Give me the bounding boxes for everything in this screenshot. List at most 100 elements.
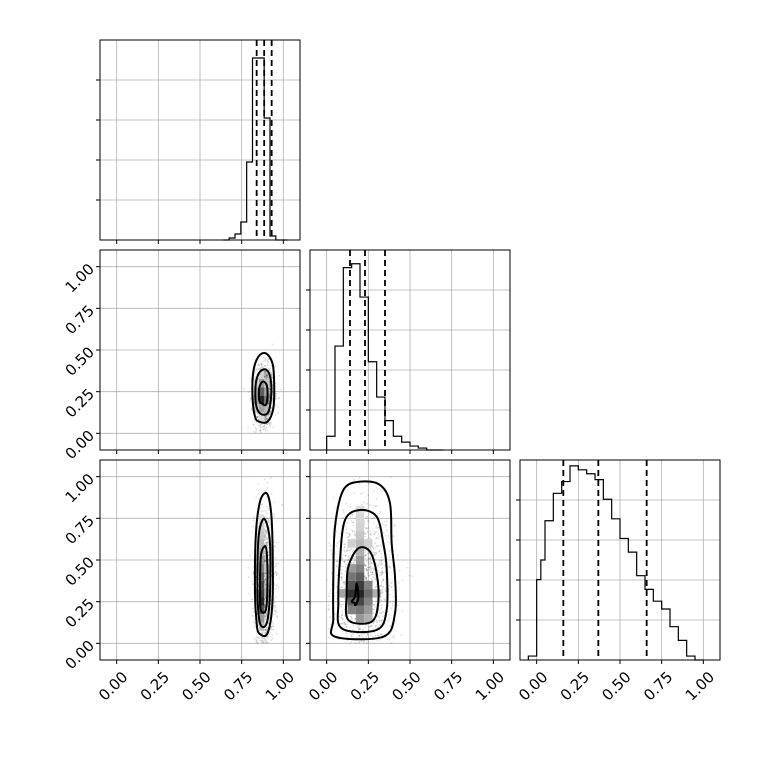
sample-point — [367, 574, 370, 577]
sample-point — [259, 425, 262, 428]
sample-point — [353, 478, 355, 481]
sample-point — [363, 501, 365, 504]
sample-point — [369, 560, 372, 563]
sample-point — [349, 534, 352, 537]
sample-point — [349, 548, 352, 551]
sample-point — [374, 586, 377, 589]
sample-point — [256, 641, 259, 644]
sample-point — [264, 552, 266, 555]
density-cell — [355, 597, 365, 606]
sample-point — [376, 639, 379, 642]
sample-point — [340, 603, 343, 606]
sample-point — [261, 641, 264, 644]
sample-point — [264, 418, 266, 420]
sample-point — [259, 639, 262, 642]
sample-point — [393, 524, 395, 526]
sample-point — [384, 599, 387, 602]
sample-point — [346, 548, 349, 551]
sample-point — [370, 547, 372, 550]
sample-point — [264, 561, 266, 564]
sample-point — [256, 416, 259, 418]
sample-point — [375, 526, 378, 529]
sample-point — [340, 616, 343, 619]
sample-point — [375, 621, 378, 624]
density-cell — [364, 597, 373, 606]
density-cell — [355, 605, 365, 615]
sample-point — [273, 515, 275, 518]
sample-point — [265, 415, 268, 418]
sample-point — [341, 618, 344, 621]
sample-point — [375, 497, 378, 500]
sample-point — [253, 624, 256, 627]
sample-point — [352, 633, 354, 636]
y-tick-label: 0.75 — [62, 512, 98, 548]
sample-point — [269, 368, 271, 370]
sample-point — [264, 556, 267, 559]
sample-point — [369, 537, 372, 540]
sample-point — [260, 423, 263, 426]
sample-point — [377, 634, 380, 637]
sample-point — [381, 589, 383, 592]
sample-point — [264, 641, 267, 644]
sample-point — [252, 607, 254, 610]
sample-point — [263, 556, 266, 559]
sample-point — [269, 371, 272, 374]
sample-point — [363, 549, 366, 552]
sample-point — [345, 532, 347, 534]
density-cell — [355, 589, 365, 598]
sample-point — [343, 560, 346, 563]
sample-point — [364, 564, 366, 567]
sample-point — [340, 577, 343, 580]
sample-point — [365, 564, 367, 567]
sample-point — [371, 571, 374, 574]
sample-point — [335, 530, 338, 533]
sample-point — [366, 568, 369, 571]
sample-point — [264, 530, 267, 532]
sample-point — [253, 430, 255, 433]
sample-point — [263, 557, 266, 560]
sample-point — [345, 623, 348, 626]
sample-point — [262, 428, 265, 430]
sample-point — [380, 583, 382, 586]
density-cell — [355, 572, 365, 581]
sample-point — [370, 625, 372, 627]
x-tick-label: 0.50 — [178, 668, 214, 704]
sample-point — [257, 363, 260, 366]
sample-point — [256, 636, 259, 638]
sample-point — [264, 542, 267, 545]
sample-point — [368, 566, 371, 569]
sample-point — [358, 634, 361, 637]
sample-point — [264, 534, 267, 537]
sample-point — [378, 550, 381, 553]
sample-point — [365, 568, 368, 571]
sample-point — [275, 610, 278, 613]
sample-point — [347, 555, 350, 558]
sample-point — [347, 549, 350, 552]
sample-point — [381, 590, 384, 593]
sample-point — [261, 425, 264, 428]
sample-point — [381, 588, 384, 591]
sample-point — [340, 565, 342, 568]
sample-point — [260, 366, 263, 369]
sample-point — [266, 423, 269, 426]
marginal-panel-1 — [306, 249, 511, 454]
sample-point — [247, 391, 250, 394]
sample-point — [364, 554, 367, 556]
sample-point — [268, 526, 271, 528]
sample-point — [341, 556, 343, 559]
sample-point — [330, 571, 333, 574]
sample-point — [380, 585, 382, 588]
density-cell — [355, 547, 365, 556]
sample-point — [358, 627, 361, 630]
sample-point — [268, 388, 271, 391]
sample-point — [251, 409, 253, 412]
sample-point — [374, 506, 376, 508]
sample-point — [264, 583, 267, 586]
sample-point — [266, 360, 269, 362]
sample-point — [252, 525, 255, 528]
sample-point — [372, 551, 375, 554]
sample-point — [341, 622, 344, 625]
sample-point — [264, 531, 267, 534]
x-tick-label: 0.25 — [347, 668, 383, 704]
contour-level-2 — [251, 351, 276, 424]
